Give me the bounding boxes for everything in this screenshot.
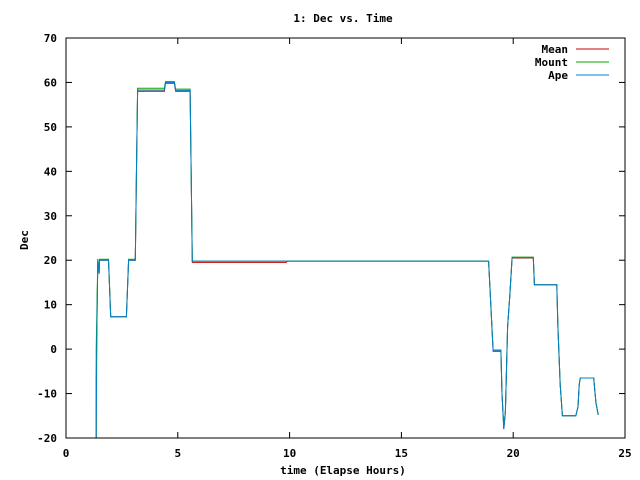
y-tick-label: 0	[50, 343, 57, 356]
y-tick-label: 30	[44, 210, 57, 223]
y-tick-label: -20	[37, 432, 57, 445]
x-tick-label: 10	[283, 447, 296, 460]
plot-frame	[65, 37, 626, 439]
series-layer	[66, 81, 599, 439]
x-tick-label: 15	[395, 447, 408, 460]
x-tick-label: 5	[174, 447, 181, 460]
x-axis-label: time (Elapse Hours)	[280, 464, 406, 477]
y-tick-label: -10	[37, 388, 57, 401]
series-mount-line	[66, 81, 599, 439]
legend-label-mean: Mean	[542, 43, 569, 56]
y-axis-label: Dec	[18, 230, 31, 250]
y-tick-label: 50	[44, 121, 57, 134]
chart-title: 1: Dec vs. Time	[293, 12, 393, 25]
y-tick-label: 70	[44, 32, 57, 45]
legend-label-mount: Mount	[535, 56, 568, 69]
y-tick-label: 40	[44, 165, 57, 178]
y-tick-label: 20	[44, 254, 57, 267]
series-ape-line	[66, 81, 599, 439]
x-tick-label: 0	[63, 447, 70, 460]
y-tick-label: 10	[44, 299, 57, 312]
x-tick-label: 25	[618, 447, 631, 460]
x-tick-label: 20	[507, 447, 520, 460]
ticks-layer: 0 5 10 15 20 25 -20 -10 0 10 20 30 40 50 60 70	[37, 32, 632, 460]
legend-label-ape: Ape	[548, 69, 568, 82]
y-tick-label: 60	[44, 76, 57, 89]
